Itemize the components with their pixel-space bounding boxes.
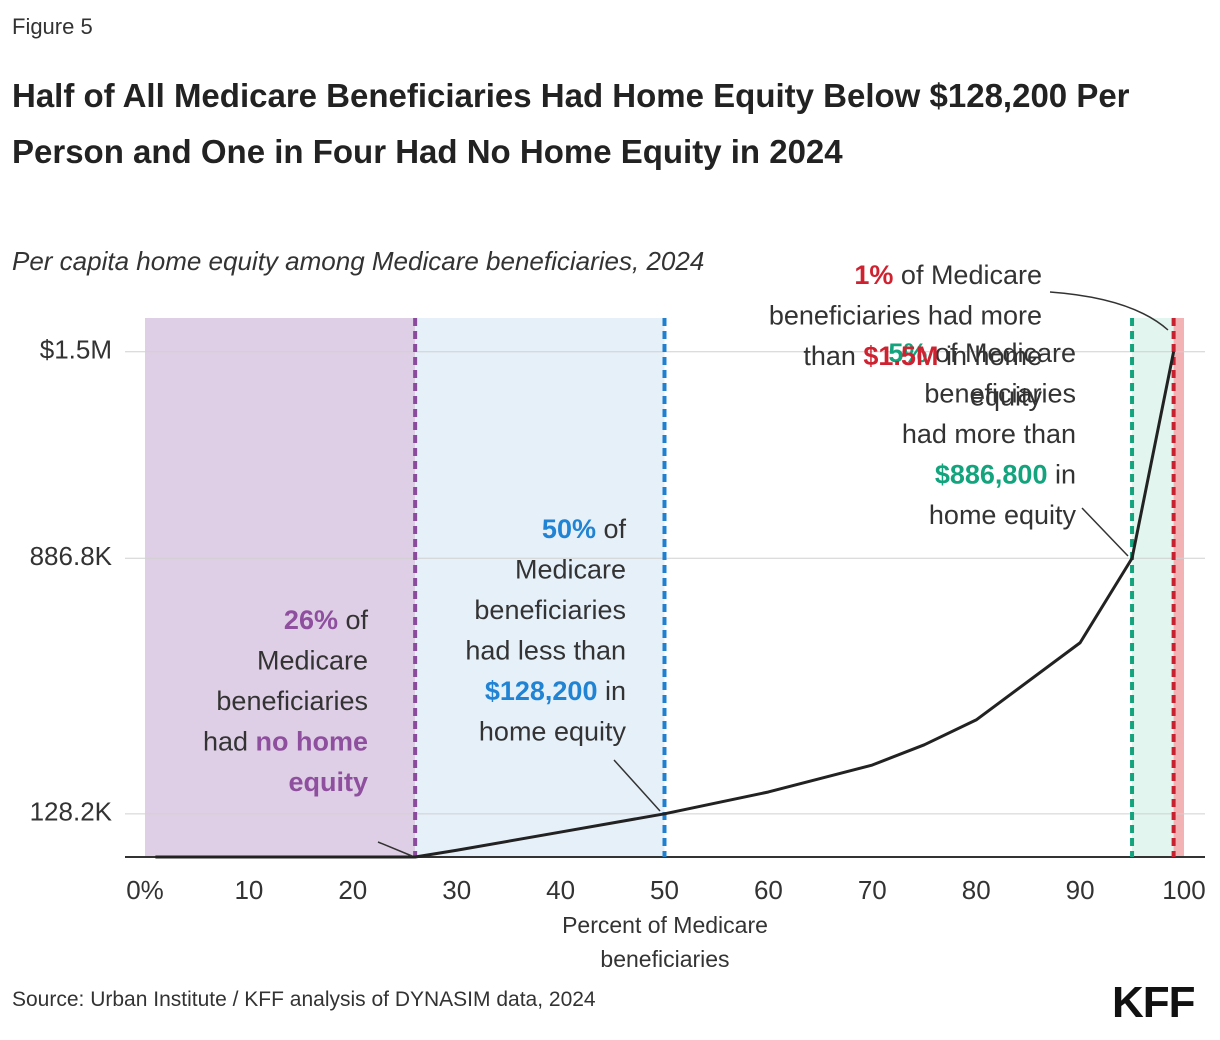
annotation-line: equity (970, 382, 1043, 412)
annotation-line: Medicare (257, 646, 368, 676)
y-tick-label: $1.5M (40, 335, 112, 365)
annotation-text: 50% (542, 514, 596, 544)
annotation-line: home equity (929, 500, 1077, 530)
annotation-text: 1% (854, 260, 893, 290)
annotation-leader (377, 841, 413, 857)
annotation-line: beneficiaries had more (769, 301, 1042, 331)
annotation-line: home equity (479, 717, 627, 747)
annotation-text: in home (938, 341, 1042, 371)
annotation-text: of Medicare (927, 338, 1076, 368)
annotation-text: of (596, 514, 627, 544)
annotation-line: 1% of Medicare (854, 260, 1042, 290)
annotation-text: Medicare (515, 555, 626, 585)
annotation-line: beneficiaries (216, 686, 368, 716)
logo: KFF (1112, 978, 1196, 1027)
annotation-line: 50% of (542, 514, 627, 544)
annotation-text: $1.5M (863, 341, 938, 371)
x-tick-label: 30 (442, 875, 471, 905)
annotation-text: had less than (465, 636, 626, 666)
annotation-text: in (1047, 460, 1076, 490)
x-tick-label: 80 (962, 875, 991, 905)
annotation-text: beneficiaries (216, 686, 368, 716)
annotation-text: in (597, 676, 626, 706)
annotation-line: $128,200 in (485, 676, 626, 706)
annotation-text: than (803, 341, 863, 371)
annotation-line: equity (288, 767, 368, 797)
x-tick-label: 60 (754, 875, 783, 905)
annotation-line: had no home (203, 727, 368, 757)
shaded-region (1173, 318, 1184, 857)
annotation-text: home equity (479, 717, 627, 747)
shaded-region (415, 318, 665, 857)
annotation-line: had less than (465, 636, 626, 666)
annotation-text: beneficiaries (474, 595, 626, 625)
annotation-line: $886,800 in (935, 460, 1076, 490)
shaded-region (1132, 318, 1174, 857)
figure-label: Figure 5 (12, 14, 93, 39)
shaded-region (145, 318, 416, 857)
annotation-text: home equity (929, 500, 1077, 530)
annotation-line: Medicare (515, 555, 626, 585)
annotation-text: Medicare (257, 646, 368, 676)
annotation-leader (1049, 291, 1169, 331)
annotation-line: had more than (902, 419, 1076, 449)
x-tick-label: 10 (234, 875, 263, 905)
annotation-text: $886,800 (935, 460, 1048, 490)
y-tick-label: 886.8K (30, 541, 113, 571)
annotation-text: beneficiaries (924, 379, 1076, 409)
annotation-text: $128,200 (485, 676, 598, 706)
annotation-line: 5% of Medicare (888, 338, 1076, 368)
chart-subtitle: Per capita home equity among Medicare be… (12, 246, 705, 276)
chart-title: Half of All Medicare Beneficiaries Had H… (12, 77, 1130, 170)
annotation-text: no home (256, 727, 369, 757)
annotation-text: beneficiaries had more (769, 301, 1042, 331)
y-tick-label: 128.2K (30, 797, 113, 827)
annotation-text: of Medicare (893, 260, 1042, 290)
annotation-line: beneficiaries (924, 379, 1076, 409)
x-tick-label: 20 (338, 875, 367, 905)
annotation-line: beneficiaries (474, 595, 626, 625)
annotation-leader (613, 759, 661, 812)
annotation-text: had (203, 727, 256, 757)
x-tick-label: 100 (1162, 875, 1205, 905)
x-tick-label: 40 (546, 875, 575, 905)
x-tick-label: 0% (126, 875, 164, 905)
x-tick-label: 90 (1066, 875, 1095, 905)
annotation-text: equity (970, 382, 1043, 412)
data-line (155, 351, 1176, 859)
x-tick-label: 50 (650, 875, 679, 905)
annotation-line: 26% of (284, 605, 369, 635)
annotation-text: equity (288, 767, 368, 797)
annotation-text: 5% (888, 338, 927, 368)
annotation-line: than $1.5M in home (803, 341, 1042, 371)
annotation-leader (1081, 507, 1129, 557)
x-axis-title: Percent of Medicare beneficiaries (562, 912, 768, 972)
source: Source: Urban Institute / KFF analysis o… (12, 988, 596, 1011)
x-tick-label: 70 (858, 875, 887, 905)
annotation-text: of (338, 605, 369, 635)
annotation-text: 26% (284, 605, 338, 635)
annotation-text: had more than (902, 419, 1076, 449)
